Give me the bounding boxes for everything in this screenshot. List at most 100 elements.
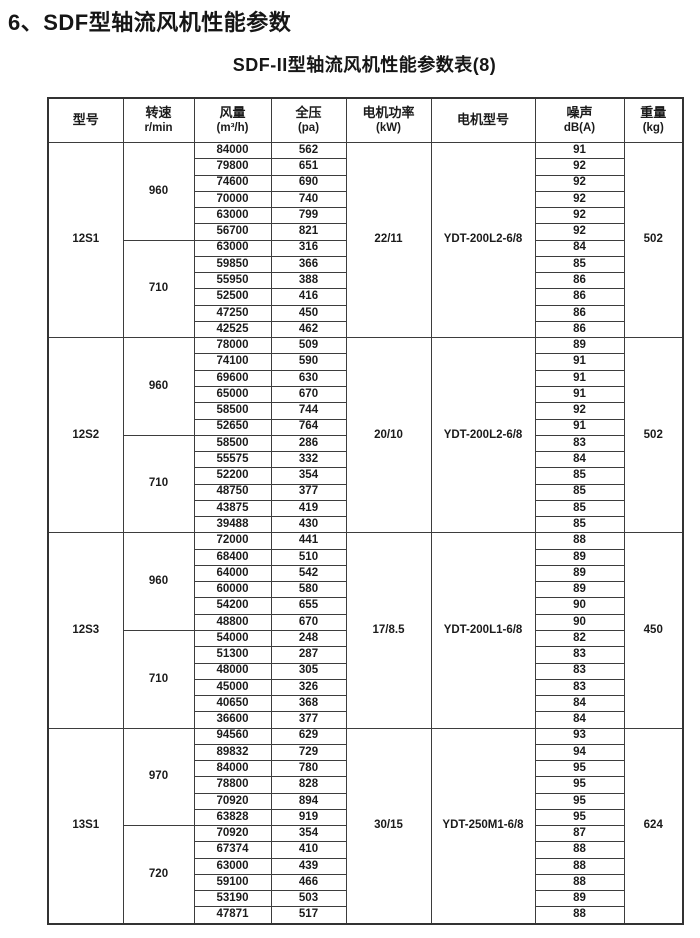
table-row: 40650 368 84 (48, 695, 683, 713)
weight-cell: 624 (623, 727, 684, 925)
flow-cell: 52500 (193, 288, 272, 306)
speed-cell: 960 (122, 532, 195, 631)
pressure-cell: 366 (270, 255, 347, 274)
motor-cell: YDT-250M1-6/8 (430, 727, 536, 925)
col-header-noise-label: 噪声 (566, 104, 593, 120)
model-cell: 12S1 (47, 141, 124, 339)
flow-cell: 55950 (193, 272, 272, 290)
speed-cell: 710 (122, 434, 195, 534)
noise-cell: 84 (534, 711, 625, 729)
col-header-power-label: 电机功率 (362, 104, 415, 120)
pressure-cell: 316 (270, 239, 347, 257)
pressure-cell: 690 (270, 174, 347, 192)
col-header-speed-label: 转速 (145, 104, 172, 120)
flow-cell: 70920 (193, 792, 272, 810)
weight-cell: 502 (623, 141, 684, 339)
noise-cell: 91 (534, 353, 625, 371)
flow-cell: 47871 (193, 906, 272, 925)
pressure-cell: 368 (270, 695, 347, 713)
model-cell: 12S2 (47, 337, 124, 534)
flow-cell: 43875 (193, 499, 272, 518)
table-row: 63828 919 95 (48, 808, 683, 827)
noise-cell: 85 (534, 467, 625, 485)
flow-cell: 84000 (193, 141, 272, 160)
noise-cell: 87 (534, 825, 625, 843)
table-row: 39488 430 85 (48, 516, 683, 534)
table-row: 78800 828 95 (48, 776, 683, 794)
col-header-model-label: 型号 (72, 112, 99, 128)
flow-cell: 53190 (193, 890, 272, 908)
weight-cell: 450 (623, 532, 684, 729)
pressure-cell: 651 (270, 158, 347, 176)
noise-cell: 83 (534, 646, 625, 664)
performance-table: 型号 转速 r/min 风量 (m³/h) 全压 (pa) 电机功率 (k (47, 97, 684, 925)
pressure-cell: 332 (270, 451, 347, 469)
flow-cell: 48000 (193, 662, 272, 680)
noise-cell: 89 (534, 890, 625, 908)
flow-cell: 60000 (193, 581, 272, 599)
noise-cell: 92 (534, 223, 625, 241)
col-header-model: 型号 (47, 97, 124, 143)
noise-cell: 95 (534, 808, 625, 827)
flow-cell: 59850 (193, 255, 272, 274)
table-row: 47250 450 86 (48, 304, 683, 322)
table-row: 89832 729 94 (48, 743, 683, 762)
noise-cell: 86 (534, 272, 625, 290)
noise-cell: 93 (534, 727, 625, 745)
table-row: 67374 410 88 (48, 841, 683, 859)
table-title: SDF-II型轴流风机性能参数表(8) (232, 55, 497, 75)
flow-cell: 74600 (193, 174, 272, 192)
flow-cell: 55575 (193, 451, 272, 469)
pressure-cell: 580 (270, 581, 347, 599)
col-header-pressure: 全压 (pa) (270, 97, 347, 143)
speed-cell: 960 (122, 142, 195, 241)
pressure-cell: 388 (270, 272, 347, 290)
pressure-cell: 439 (270, 857, 347, 875)
speed-cell: 960 (122, 337, 195, 436)
flow-cell: 70000 (193, 190, 272, 209)
power-cell: 30/15 (345, 727, 432, 925)
table-row: 47871 517 88 (48, 906, 683, 925)
noise-cell: 85 (534, 483, 625, 501)
pressure-cell: 305 (270, 662, 347, 680)
flow-cell: 65000 (193, 385, 272, 404)
model-cell: 13S1 (47, 727, 124, 925)
pressure-cell: 503 (270, 890, 347, 908)
flow-cell: 63000 (193, 857, 272, 875)
table-row: 60000 580 89 (48, 581, 683, 599)
flow-cell: 54000 (193, 629, 272, 648)
noise-cell: 92 (534, 158, 625, 176)
noise-cell: 88 (534, 857, 625, 875)
table-row: 52650 764 91 (48, 418, 683, 436)
table-row: 36600 377 84 (48, 711, 683, 729)
table-row: 52200 354 85 (48, 467, 683, 485)
noise-cell: 85 (534, 516, 625, 534)
col-header-weight: 重量 (kg) (623, 97, 684, 143)
noise-cell: 91 (534, 385, 625, 404)
col-header-weight-label: 重量 (640, 104, 667, 120)
noise-cell: 84 (534, 239, 625, 257)
noise-cell: 95 (534, 760, 625, 778)
table-row: 79800 651 92 (48, 158, 683, 176)
flow-cell: 79800 (193, 158, 272, 176)
flow-cell: 63000 (193, 207, 272, 225)
table-row: 12S3 960 72000 441 17/8.5 YDT-200L1-6/8 88 450 (47, 532, 684, 729)
pressure-cell: 670 (270, 385, 347, 404)
table-header: 型号 转速 r/min 风量 (m³/h) 全压 (pa) 电机功率 (k (47, 97, 684, 143)
speed-cell: 720 (122, 825, 195, 925)
flow-cell: 42525 (193, 320, 272, 339)
speed-cell: 710 (122, 239, 195, 339)
flow-cell: 48800 (193, 613, 272, 631)
pressure-cell: 919 (270, 808, 347, 827)
noise-cell: 90 (534, 597, 625, 615)
pressure-cell: 377 (270, 711, 347, 729)
flow-cell: 58500 (193, 402, 272, 420)
pressure-cell: 466 (270, 873, 347, 892)
flow-cell: 58500 (193, 434, 272, 453)
noise-cell: 85 (534, 499, 625, 518)
table-row: 63000 799 92 (48, 207, 683, 225)
flow-cell: 59100 (193, 873, 272, 892)
table-row: 63000 439 88 (48, 857, 683, 875)
table-row: 54200 655 90 (48, 597, 683, 615)
pressure-cell: 670 (270, 613, 347, 631)
